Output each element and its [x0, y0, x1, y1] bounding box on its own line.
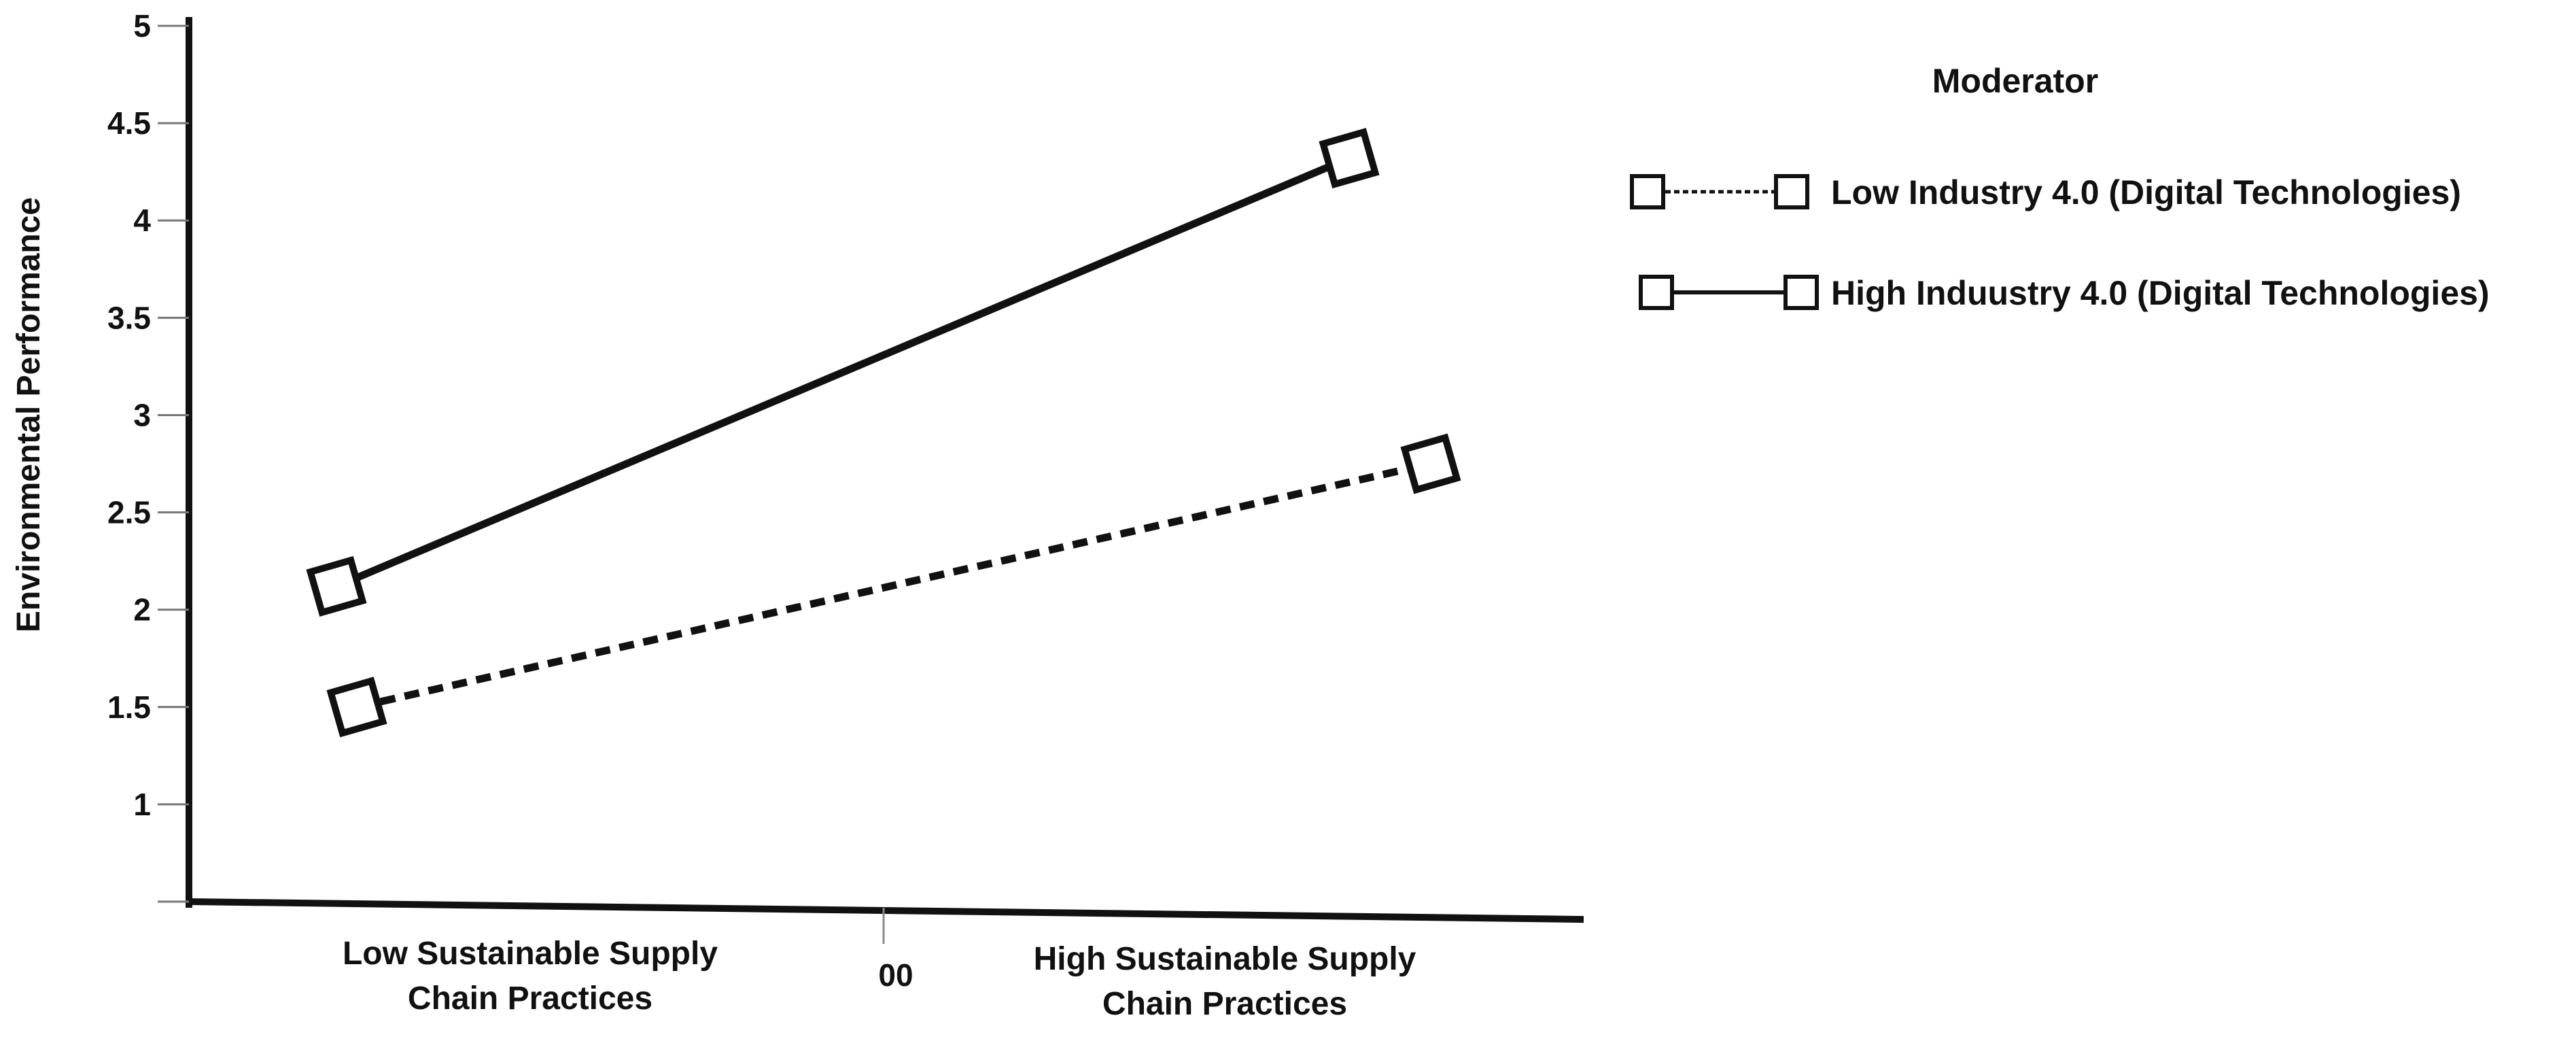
series-low-industry [326, 433, 1461, 738]
y-tick-label: 5 [133, 8, 151, 44]
x-category-label: Chain Practices [408, 981, 652, 1017]
legend-label: Low Industry 4.0 (Digital Technologies) [1831, 173, 2461, 211]
y-tick-label: 4 [133, 203, 151, 238]
y-tick-label: 2 [133, 592, 151, 628]
legend-marker-swatch [1630, 174, 1665, 209]
series-line [334, 154, 1351, 590]
x-category-label: Low Sustainable Supply [343, 936, 718, 972]
x-category-label: Chain Practices [1102, 986, 1347, 1022]
series-lines [306, 128, 1461, 738]
x-center-tick-label: 00 [878, 957, 913, 993]
legend-marker-swatch [1774, 174, 1809, 209]
y-tick-label: 2.5 [107, 495, 151, 530]
data-point-marker [1319, 128, 1380, 189]
y-tick-label: 3.5 [107, 300, 151, 335]
y-tick-label: 1 [133, 787, 151, 822]
series-high-industry [306, 128, 1380, 617]
legend-item: Low Industry 4.0 (Digital Technologies) [1630, 173, 2461, 211]
y-axis-ticks: 1 1.5 2 2.5 3 3.5 4 4.5 5 [107, 8, 189, 822]
chart-axes [158, 17, 1584, 944]
y-axis-label: Environmental Performance [11, 197, 47, 632]
legend-item: High Induustry 4.0 (Digital Technologies… [1639, 274, 2490, 312]
y-tick-label: 3 [133, 397, 151, 432]
data-point-marker [306, 556, 367, 617]
x-category-label: High Sustainable Supply [1034, 941, 1416, 977]
data-point-marker [326, 677, 387, 738]
legend: Moderator Low Industry 4.0 (Digital Tech… [1630, 62, 2490, 312]
x-axis-category-labels: Low Sustainable Supply Chain Practices Hig… [343, 936, 1416, 1022]
y-tick-label: 1.5 [107, 689, 151, 725]
series-line [355, 460, 1432, 711]
legend-marker-swatch [1639, 275, 1674, 310]
legend-items: Low Industry 4.0 (Digital Technologies) H… [1630, 173, 2490, 312]
y-tick-label: 4.5 [107, 105, 151, 141]
data-point-marker [1400, 433, 1461, 494]
legend-label: High Induustry 4.0 (Digital Technologies… [1831, 274, 2490, 312]
legend-title: Moderator [1932, 62, 2098, 100]
legend-marker-swatch [1783, 275, 1819, 310]
